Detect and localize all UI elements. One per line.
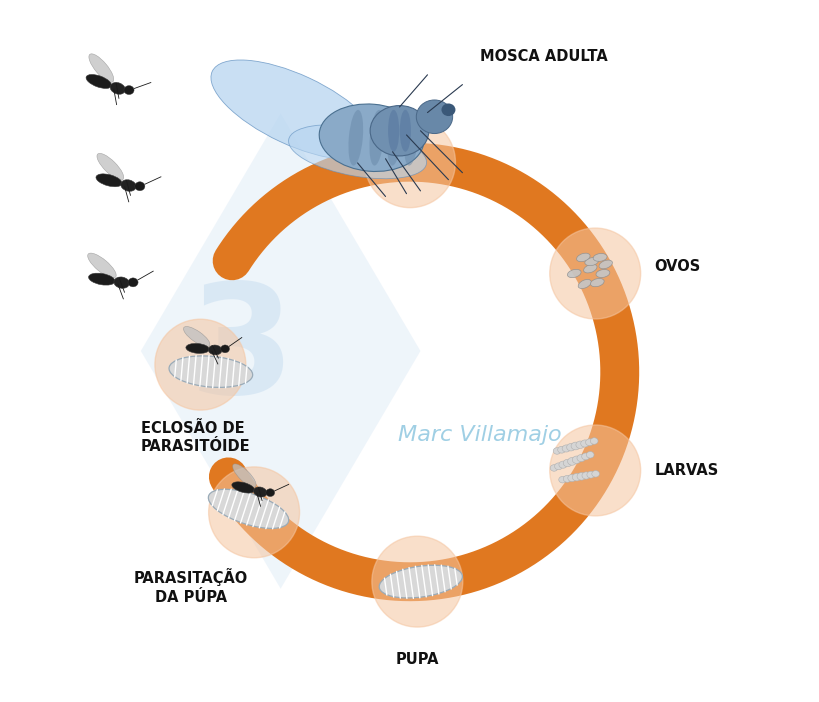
Ellipse shape bbox=[550, 465, 557, 471]
Text: Marc Villamajo: Marc Villamajo bbox=[397, 425, 561, 445]
Ellipse shape bbox=[186, 343, 209, 353]
Ellipse shape bbox=[387, 110, 399, 152]
Ellipse shape bbox=[563, 475, 571, 482]
Ellipse shape bbox=[387, 110, 401, 166]
Ellipse shape bbox=[595, 270, 609, 277]
Polygon shape bbox=[141, 113, 420, 589]
Ellipse shape bbox=[114, 277, 129, 289]
Circle shape bbox=[549, 425, 640, 516]
Ellipse shape bbox=[598, 260, 612, 269]
Ellipse shape bbox=[558, 477, 566, 483]
Ellipse shape bbox=[584, 258, 598, 265]
Circle shape bbox=[372, 536, 462, 627]
Ellipse shape bbox=[369, 110, 383, 166]
Ellipse shape bbox=[557, 446, 565, 453]
Ellipse shape bbox=[128, 278, 138, 287]
Ellipse shape bbox=[233, 464, 256, 487]
Ellipse shape bbox=[577, 454, 585, 462]
Ellipse shape bbox=[96, 174, 122, 187]
Ellipse shape bbox=[86, 74, 111, 88]
Ellipse shape bbox=[583, 264, 596, 273]
Circle shape bbox=[155, 319, 246, 410]
Text: MOSCA ADULTA: MOSCA ADULTA bbox=[479, 49, 607, 65]
Ellipse shape bbox=[97, 153, 124, 180]
Ellipse shape bbox=[576, 253, 590, 262]
Circle shape bbox=[208, 467, 299, 558]
Ellipse shape bbox=[586, 471, 595, 478]
Ellipse shape bbox=[404, 110, 419, 166]
Ellipse shape bbox=[563, 459, 572, 467]
Ellipse shape bbox=[586, 451, 593, 458]
Ellipse shape bbox=[208, 345, 222, 355]
Ellipse shape bbox=[553, 448, 560, 454]
Ellipse shape bbox=[581, 472, 590, 479]
Text: OVOS: OVOS bbox=[654, 259, 700, 274]
Ellipse shape bbox=[559, 461, 567, 468]
Text: PARASITAÇÃO
DA PÚPA: PARASITAÇÃO DA PÚPA bbox=[133, 569, 248, 605]
Ellipse shape bbox=[567, 458, 576, 465]
Ellipse shape bbox=[210, 60, 378, 159]
Ellipse shape bbox=[566, 444, 575, 451]
Text: 3: 3 bbox=[189, 277, 295, 425]
Ellipse shape bbox=[378, 565, 462, 598]
Ellipse shape bbox=[400, 110, 410, 152]
Ellipse shape bbox=[208, 489, 288, 529]
Ellipse shape bbox=[567, 475, 576, 482]
Ellipse shape bbox=[88, 253, 116, 278]
Ellipse shape bbox=[591, 470, 599, 477]
Ellipse shape bbox=[220, 345, 229, 353]
Ellipse shape bbox=[570, 442, 580, 450]
Text: ECLOSÃO DE
PARASITÓIDE: ECLOSÃO DE PARASITÓIDE bbox=[141, 420, 251, 454]
Ellipse shape bbox=[416, 100, 452, 133]
Ellipse shape bbox=[572, 456, 581, 463]
Ellipse shape bbox=[590, 279, 604, 286]
Ellipse shape bbox=[562, 445, 570, 452]
Ellipse shape bbox=[572, 473, 581, 481]
Ellipse shape bbox=[348, 110, 363, 166]
Ellipse shape bbox=[134, 182, 145, 191]
Ellipse shape bbox=[590, 438, 597, 444]
Ellipse shape bbox=[169, 356, 252, 388]
Ellipse shape bbox=[580, 440, 588, 447]
Ellipse shape bbox=[577, 472, 586, 480]
Ellipse shape bbox=[592, 253, 606, 261]
Ellipse shape bbox=[124, 86, 133, 95]
Circle shape bbox=[364, 117, 455, 208]
Ellipse shape bbox=[88, 273, 115, 285]
Circle shape bbox=[549, 228, 640, 319]
Ellipse shape bbox=[577, 279, 590, 289]
Ellipse shape bbox=[567, 270, 581, 277]
Ellipse shape bbox=[441, 103, 455, 116]
Ellipse shape bbox=[288, 125, 426, 179]
Ellipse shape bbox=[183, 326, 210, 347]
Ellipse shape bbox=[110, 82, 125, 94]
Ellipse shape bbox=[554, 463, 562, 470]
Ellipse shape bbox=[575, 441, 584, 449]
Text: PUPA: PUPA bbox=[395, 651, 438, 666]
Text: LARVAS: LARVAS bbox=[654, 463, 718, 478]
Ellipse shape bbox=[585, 439, 593, 446]
Ellipse shape bbox=[253, 487, 267, 497]
Ellipse shape bbox=[369, 105, 428, 156]
Ellipse shape bbox=[265, 489, 274, 496]
Ellipse shape bbox=[319, 104, 423, 171]
Ellipse shape bbox=[88, 54, 114, 82]
Ellipse shape bbox=[232, 482, 255, 493]
Ellipse shape bbox=[581, 453, 589, 460]
Ellipse shape bbox=[120, 180, 136, 191]
